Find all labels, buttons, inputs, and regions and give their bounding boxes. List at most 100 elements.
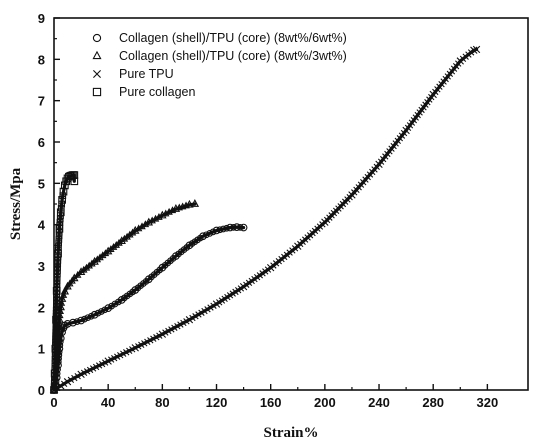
data-point-fill bbox=[108, 302, 115, 310]
data-point-fill bbox=[74, 372, 81, 380]
legend-label: Pure TPU bbox=[119, 67, 174, 81]
data-point-fill bbox=[346, 193, 353, 201]
data-point-fill bbox=[54, 253, 62, 261]
y-tick-label: 6 bbox=[38, 135, 45, 150]
data-point-fill bbox=[201, 307, 208, 315]
data-point-fill bbox=[168, 326, 175, 333]
data-point-fill bbox=[198, 309, 205, 316]
data-point-fill bbox=[53, 277, 61, 285]
data-point-fill bbox=[57, 212, 64, 219]
data-point-fill bbox=[53, 280, 61, 288]
data-point bbox=[117, 236, 126, 245]
x-tick-label: 80 bbox=[155, 395, 169, 410]
data-point bbox=[76, 267, 86, 276]
data-point-fill bbox=[223, 224, 231, 232]
data-point-fill bbox=[373, 163, 380, 171]
plot-area: 0 40 80 120 160 200 240 280 320 0 1 2 3 4 5 6 7 8 9 bbox=[38, 11, 529, 410]
data-point-fill bbox=[53, 273, 61, 281]
data-point-fill bbox=[128, 228, 137, 236]
x-tick-label: 320 bbox=[477, 395, 499, 410]
x-axis-title: Strain% bbox=[263, 425, 318, 441]
data-point-fill bbox=[54, 246, 62, 254]
series-line bbox=[52, 225, 246, 392]
data-point bbox=[58, 196, 66, 204]
data-point-fill bbox=[52, 319, 60, 327]
data-point-fill bbox=[153, 334, 160, 341]
data-point-fill bbox=[230, 224, 237, 231]
data-point bbox=[103, 246, 113, 255]
data-point-fill bbox=[467, 49, 475, 56]
data-point-fill bbox=[171, 324, 178, 331]
y-tick-label: 7 bbox=[38, 94, 45, 109]
series-x bbox=[50, 45, 481, 394]
data-point-fill bbox=[67, 376, 75, 384]
data-point bbox=[190, 199, 200, 207]
data-point-fill bbox=[142, 278, 150, 285]
x-tick-label: 280 bbox=[422, 395, 444, 410]
data-point-fill bbox=[236, 224, 244, 231]
data-point-fill bbox=[177, 321, 184, 328]
data-point bbox=[212, 226, 221, 235]
data-point-fill bbox=[94, 309, 102, 317]
legend-label: Collagen (shell)/TPU (core) (8wt%/6wt%) bbox=[119, 31, 347, 45]
data-point-fill bbox=[248, 277, 255, 285]
y-tick-label: 4 bbox=[38, 218, 46, 233]
y-tick-label: 0 bbox=[38, 383, 45, 398]
data-point-fill bbox=[54, 267, 61, 274]
data-point-fill bbox=[150, 335, 157, 342]
data-point-fill bbox=[101, 359, 109, 366]
data-point-fill bbox=[183, 318, 190, 325]
data-point-fill bbox=[245, 279, 253, 287]
data-point-fill bbox=[168, 206, 177, 214]
data-point-fill bbox=[169, 255, 177, 262]
data-point-fill bbox=[192, 313, 199, 320]
legend-label: Collagen (shell)/TPU (core) (8wt%/3wt%) bbox=[119, 49, 347, 63]
series-circle bbox=[50, 223, 248, 394]
data-point-fill bbox=[59, 290, 68, 298]
data-point bbox=[54, 249, 62, 258]
series-square bbox=[50, 171, 79, 394]
data-point bbox=[65, 172, 73, 181]
y-tick-label: 9 bbox=[38, 11, 45, 26]
x-tick-label: 160 bbox=[260, 395, 282, 410]
y-tick-label: 8 bbox=[38, 52, 45, 67]
data-point bbox=[185, 199, 194, 208]
y-tick-label: 5 bbox=[38, 176, 45, 191]
y-tick-label: 2 bbox=[38, 300, 45, 315]
legend: Collagen (shell)/TPU (core) (8wt%/6wt%) C… bbox=[92, 31, 347, 99]
data-point-fill bbox=[51, 355, 59, 363]
data-point-fill bbox=[114, 298, 122, 306]
data-point-fill bbox=[144, 338, 151, 345]
data-point-fill bbox=[60, 380, 68, 387]
x-tick-label: 0 bbox=[50, 395, 57, 410]
data-point-fill bbox=[58, 200, 66, 208]
data-point-fill bbox=[209, 228, 217, 236]
data-point-fill bbox=[262, 268, 269, 275]
data-point-fill bbox=[259, 270, 266, 277]
data-point bbox=[69, 318, 77, 327]
data-point-fill bbox=[51, 352, 59, 360]
data-point-fill bbox=[155, 212, 163, 220]
data-point-fill bbox=[291, 245, 299, 252]
data-point-fill bbox=[54, 263, 61, 271]
data-point-fill bbox=[57, 204, 65, 212]
data-point-fill bbox=[51, 366, 59, 374]
data-point-fill bbox=[256, 272, 264, 279]
y-axis-title: Stress/Mpa bbox=[8, 167, 24, 240]
data-point-fill bbox=[206, 229, 214, 237]
data-point-fill bbox=[51, 373, 58, 381]
x-tick-label: 200 bbox=[314, 395, 336, 410]
data-point bbox=[90, 310, 99, 319]
data-point-fill bbox=[55, 239, 62, 247]
data-point-fill bbox=[174, 322, 181, 330]
data-point-fill bbox=[210, 302, 217, 309]
data-point bbox=[63, 320, 72, 328]
data-point bbox=[63, 378, 72, 386]
data-point-fill bbox=[51, 363, 59, 370]
series-line bbox=[52, 47, 479, 392]
data-point bbox=[472, 45, 481, 54]
legend-marker-triangle bbox=[92, 50, 102, 60]
data-point-fill bbox=[54, 257, 62, 264]
data-point-fill bbox=[54, 260, 62, 268]
